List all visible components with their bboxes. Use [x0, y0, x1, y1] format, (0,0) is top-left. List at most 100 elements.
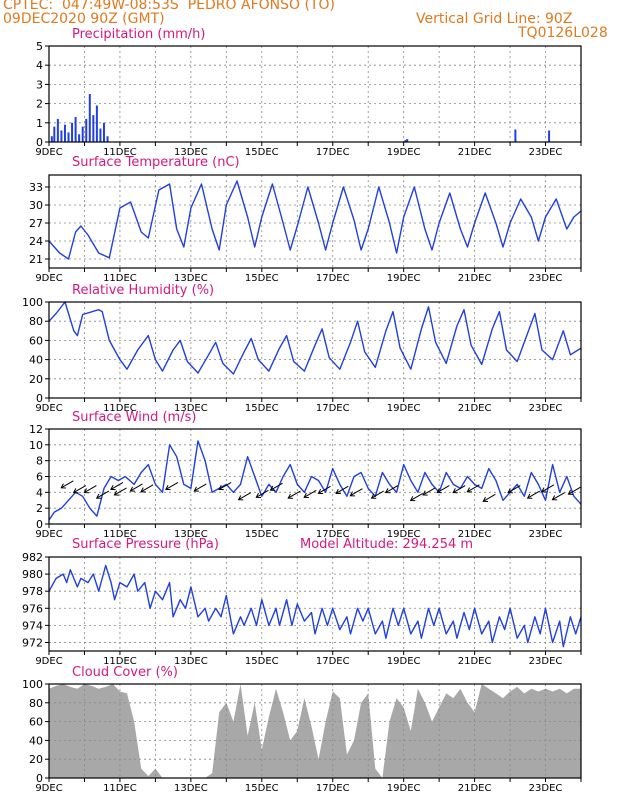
pres-ytick-label: 982: [22, 551, 43, 564]
wind-line: [48, 440, 582, 521]
wind-arrow-head: [436, 488, 442, 494]
cloud-xtick-label: 15DEC: [245, 783, 279, 794]
precip-bar: [548, 130, 551, 142]
temp-ytick-label: 30: [29, 199, 43, 212]
pres-ytick-label: 976: [22, 602, 43, 615]
wind-xtick-label: 11DEC: [103, 529, 137, 540]
temp-xtick-label: 13DEC: [174, 273, 208, 284]
wind-arrow-head: [422, 490, 428, 496]
pres-panel: 972 974 976 978 980 982 9DEC 11DEC 13DEC 15DEC 17D…: [22, 551, 582, 667]
rh-ytick-label: 20: [29, 373, 43, 386]
precip-bar: [102, 122, 105, 142]
cloud-xtick-label: 17DEC: [316, 783, 350, 794]
precip-xtick-label: 13DEC: [174, 147, 208, 158]
rh-ytick-label: 100: [22, 296, 43, 309]
cloud-xtick-label: 19DEC: [387, 783, 421, 794]
wind-ytick-label: 4: [36, 486, 43, 499]
pres-line: [48, 564, 582, 648]
temp-xtick-label: 15DEC: [245, 273, 279, 284]
wind-barb-arrow: [303, 489, 317, 498]
wind-barb-arrow: [467, 484, 480, 493]
pres-xtick-label: 21DEC: [458, 656, 492, 667]
pres-title: Surface Pressure (hPa): [72, 537, 219, 552]
temp-xtick-label: 19DEC: [387, 273, 421, 284]
wind-xtick-label: 15DEC: [245, 529, 279, 540]
precip-frame: [48, 45, 582, 143]
wind-ytick-label: 10: [29, 439, 43, 452]
pres-frame: [48, 556, 582, 652]
wind-barb-arrow: [436, 485, 450, 494]
wind-ytick-label: 0: [36, 518, 43, 531]
precip-bar: [56, 118, 59, 142]
rh-xtick-label: 15DEC: [245, 403, 279, 414]
wind-ytick-label: 8: [36, 455, 43, 468]
wind-barb-arrow: [256, 489, 269, 498]
wind-barb-arrow: [73, 485, 87, 494]
cloud-frame: [48, 683, 582, 779]
precip-bar: [53, 126, 56, 142]
wind-arrow-head: [60, 483, 66, 489]
wind-arrow-head: [567, 489, 574, 495]
temp-ytick-label: 33: [29, 181, 43, 194]
pres-xtick-label: 19DEC: [387, 656, 421, 667]
precip-bar: [63, 124, 66, 142]
wind-barb-arrow: [96, 490, 110, 499]
cloud-xtick-label: 13DEC: [174, 783, 208, 794]
rh-ytick-label: 80: [29, 315, 43, 328]
cloud-ytick-label: 100: [22, 678, 43, 691]
wind-xtick-label: 17DEC: [316, 529, 350, 540]
pres-ytick-label: 974: [22, 619, 43, 632]
wind-barb-arrow: [238, 492, 251, 501]
wind-panel: 0 2 4 6 8 10 12 9DEC 11DEC 13DEC 15DEC 17DEC 19DEC 21…: [29, 423, 582, 540]
wind-arrow-head: [335, 488, 341, 495]
wind-arrow-head: [540, 487, 547, 493]
precip-bar: [88, 94, 91, 142]
wind-arrow-head: [507, 488, 513, 494]
pres-xtick-label: 17DEC: [316, 656, 350, 667]
grid-note: Vertical Grid Line: 90Z: [416, 11, 573, 27]
precip-bar: [67, 132, 70, 142]
rh-xtick-label: 23DEC: [529, 403, 563, 414]
cloud-xtick-label: 21DEC: [458, 783, 492, 794]
wind-barb-arrow: [84, 485, 97, 494]
rh-title: Relative Humidity (%): [72, 283, 215, 298]
wind-arrow-head: [193, 486, 199, 492]
wind-barb-arrow: [410, 493, 423, 501]
pres-ytick-label: 972: [22, 636, 43, 649]
precip-bar: [514, 129, 517, 142]
pres-note: Model Altitude: 294.254 m: [300, 537, 474, 552]
wind-barb-arrow: [452, 485, 466, 494]
wind-arrow-head: [269, 485, 276, 491]
wind-barb-arrow: [552, 492, 565, 501]
temp-xtick-label: 9DEC: [35, 273, 62, 284]
cloud-ytick-label: 0: [36, 772, 43, 785]
wind-barb-arrow: [110, 481, 124, 490]
wind-arrow-head: [72, 488, 79, 494]
wind-arrow-head: [466, 487, 473, 493]
temp-xtick-label: 11DEC: [103, 273, 137, 284]
wind-barb-arrow: [165, 481, 179, 490]
precip-xtick-label: 11DEC: [103, 147, 137, 158]
wind-barb-arrow: [527, 490, 540, 499]
temp-xtick-label: 17DEC: [316, 273, 350, 284]
temp-ytick-label: 21: [29, 253, 43, 266]
pres-ytick-label: 980: [22, 568, 43, 581]
wind-barb-arrow: [130, 483, 143, 492]
precip-bar: [95, 105, 98, 142]
cloud-ytick-label: 80: [29, 697, 43, 710]
precip-bar: [81, 126, 84, 142]
rh-xtick-label: 13DEC: [174, 403, 208, 414]
temp-panel: 21 24 27 30 33 9DEC 11DEC 13DEC 15DEC 17DEC 19DEC 2…: [29, 174, 582, 284]
temp-frame: [48, 174, 582, 269]
wind-ytick-label: 6: [36, 471, 43, 484]
wind-barb-arrow: [483, 493, 496, 502]
rh-xtick-label: 11DEC: [103, 403, 137, 414]
pres-xtick-label: 11DEC: [103, 656, 137, 667]
precip-bar: [78, 134, 81, 142]
model-code: TQ0126L028: [518, 25, 608, 41]
precip-ytick-label: 3: [36, 78, 43, 91]
wind-arrow-head: [482, 496, 489, 502]
pres-xtick-label: 9DEC: [35, 656, 62, 667]
temp-ytick-label: 27: [29, 217, 43, 230]
